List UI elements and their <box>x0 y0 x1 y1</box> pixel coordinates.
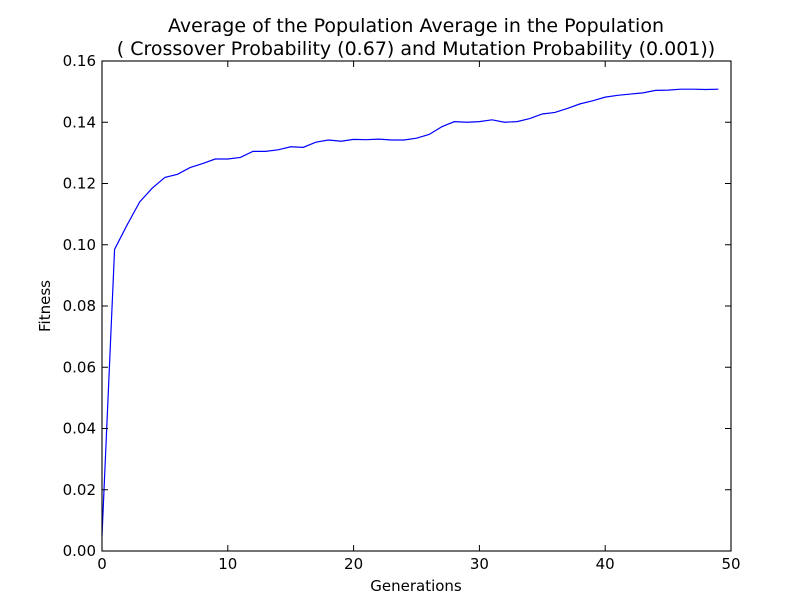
x-tick-label-5: 50 <box>721 555 740 573</box>
y-tick-label-1: 0.02 <box>63 481 96 499</box>
y-tick-label-7: 0.14 <box>63 113 96 131</box>
chart-title-line-1: Average of the Population Average in the… <box>168 15 664 37</box>
axis-tick-labels: 0 10 20 30 40 50 0.00 0.02 0.04 0.06 0.08 0.10 0.12 0… <box>63 52 741 573</box>
x-tick-label-3: 30 <box>470 555 489 573</box>
y-tick-label-8: 0.16 <box>63 52 96 70</box>
plot-frame <box>101 60 732 552</box>
x-tick-label-2: 20 <box>344 555 363 573</box>
y-tick-label-6: 0.12 <box>63 175 96 193</box>
plot-area <box>101 88 719 536</box>
x-tick-label-0: 0 <box>97 555 107 573</box>
x-tick-label-4: 40 <box>596 555 615 573</box>
x-tick-label-1: 10 <box>218 555 237 573</box>
y-tick-label-3: 0.06 <box>63 358 96 376</box>
chart-title-line-2: ( Crossover Probability (0.67) and Mutat… <box>117 38 715 60</box>
y-tick-label-0: 0.00 <box>63 542 96 560</box>
fitness-series-line <box>101 88 719 536</box>
y-tick-label-4: 0.08 <box>63 297 96 315</box>
x-axis-label: Generations <box>370 577 462 595</box>
y-axis-label: Fitness <box>36 280 54 332</box>
y-tick-label-2: 0.04 <box>63 420 96 438</box>
y-tick-label-5: 0.10 <box>63 236 96 254</box>
